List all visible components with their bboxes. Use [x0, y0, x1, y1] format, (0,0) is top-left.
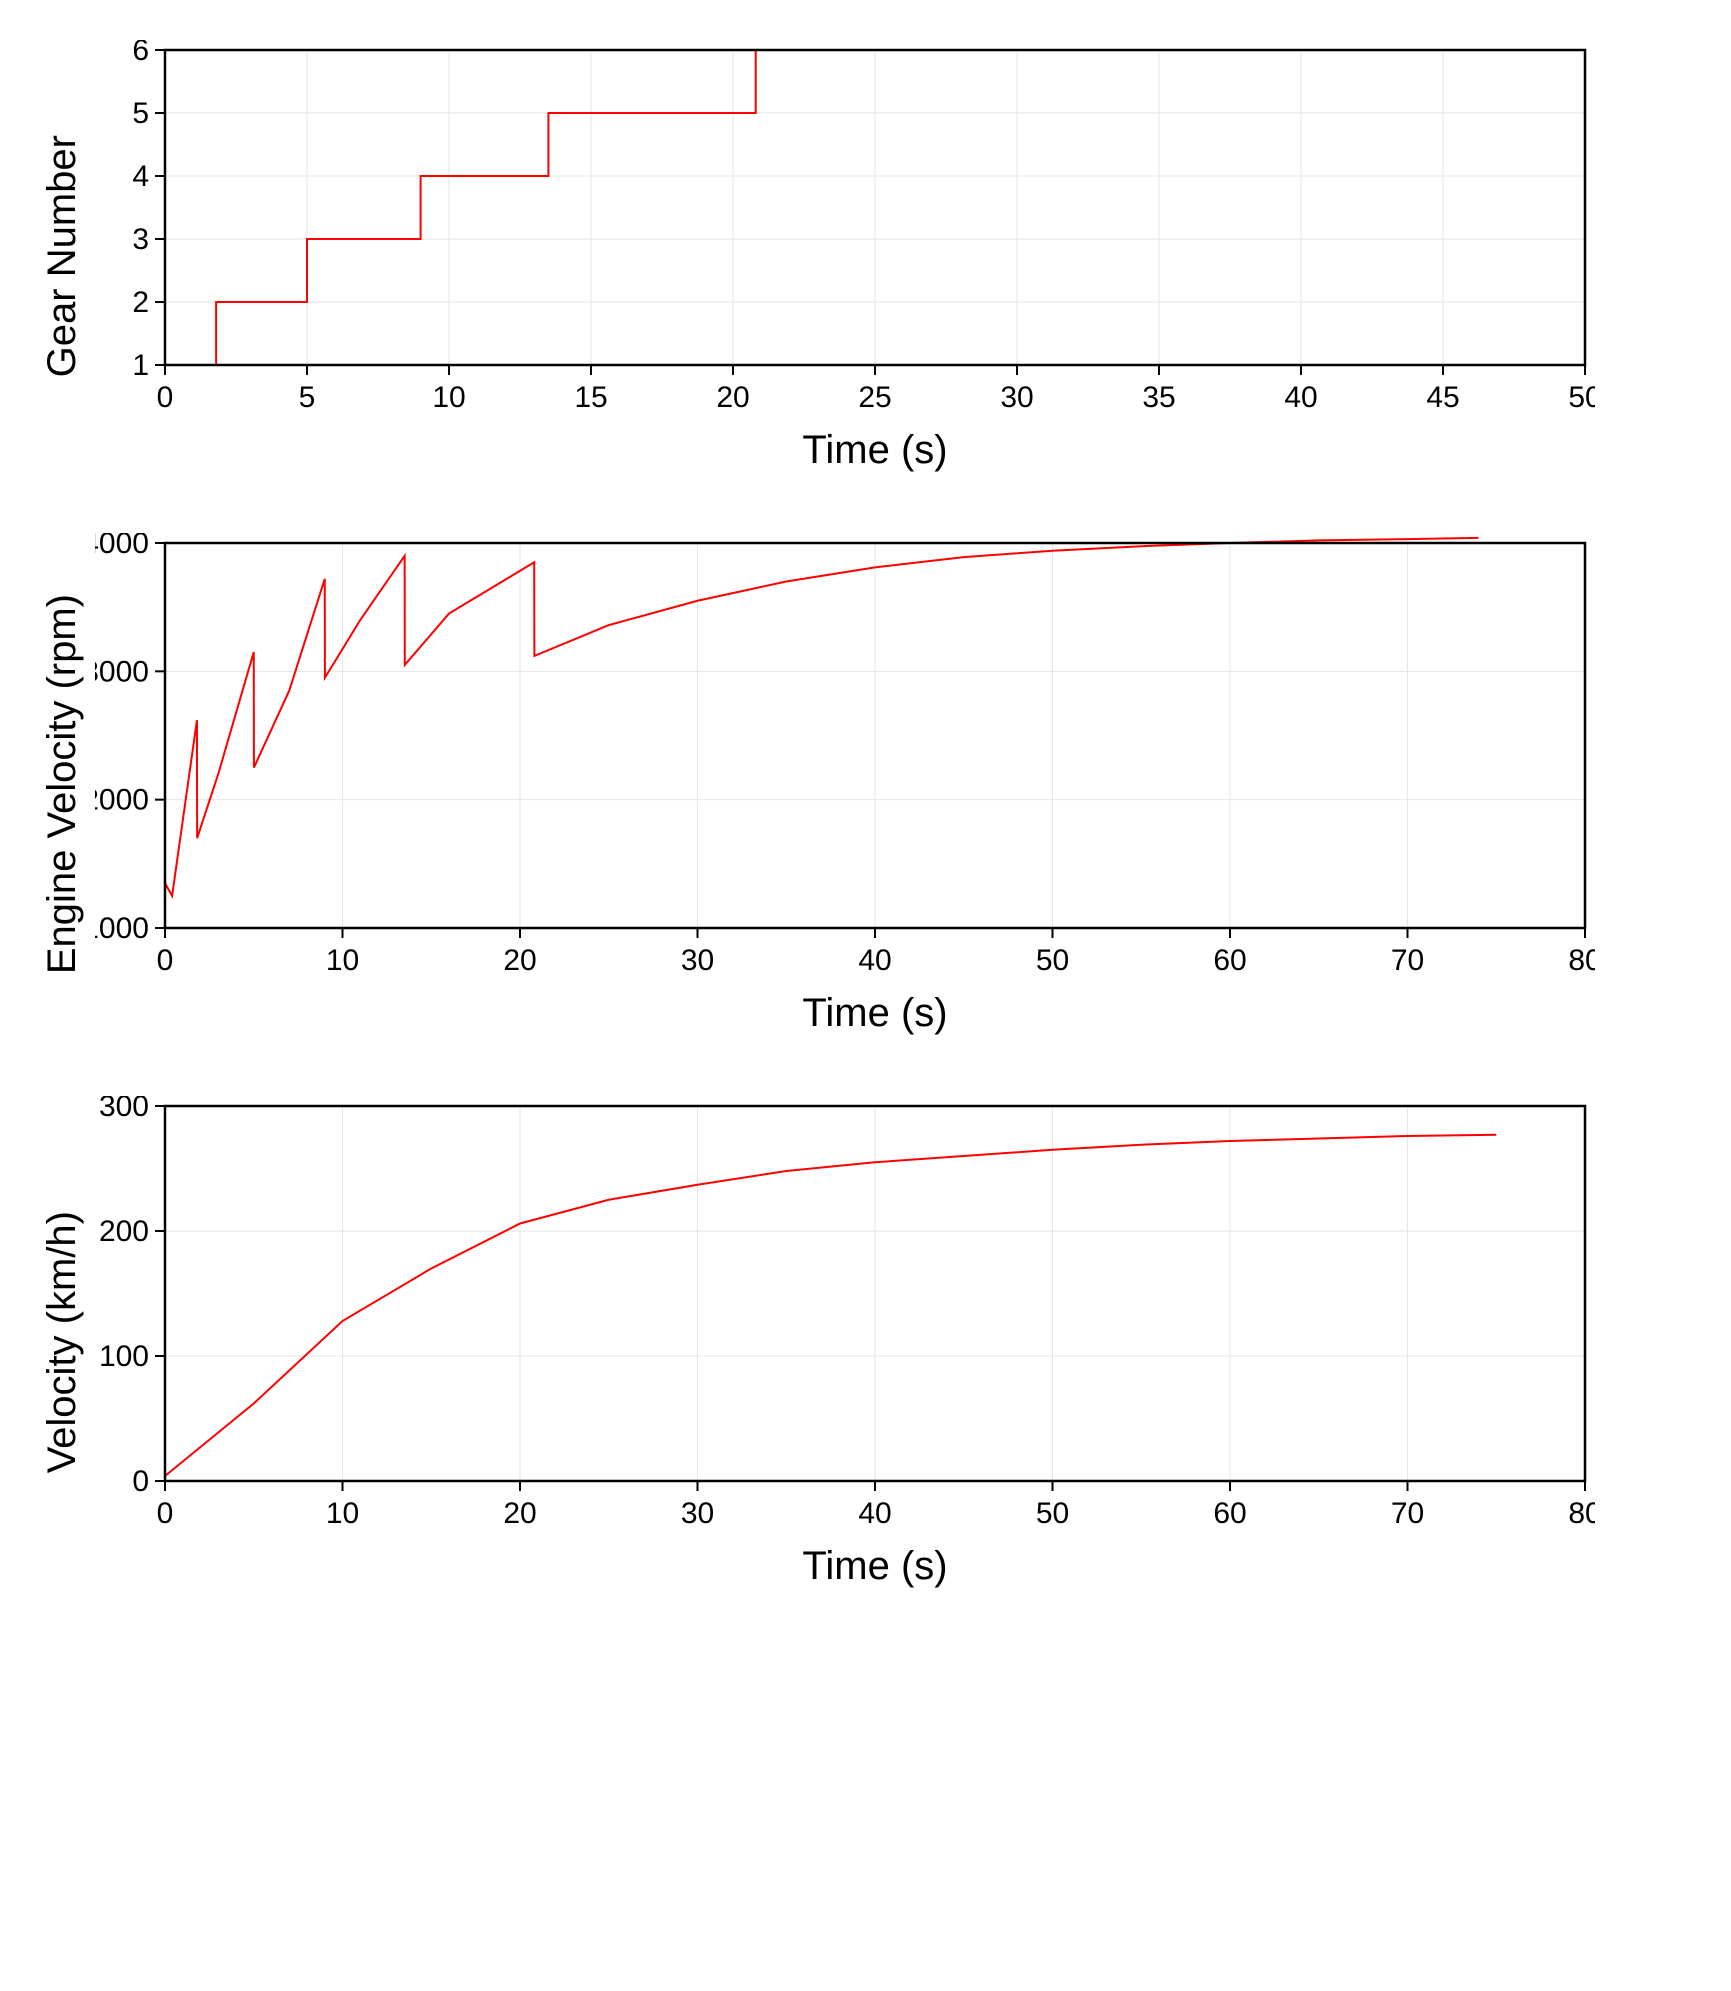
svg-text:3: 3 — [132, 223, 149, 256]
svg-text:5: 5 — [299, 381, 316, 414]
svg-text:6: 6 — [132, 40, 149, 67]
velocity-ylabel: Velocity (km/h) — [40, 1211, 85, 1473]
svg-text:0: 0 — [157, 944, 174, 977]
ticks: 05101520253035404550123456 — [132, 40, 1595, 414]
rpm-xlabel: Time (s) — [165, 991, 1585, 1036]
svg-text:30: 30 — [681, 944, 714, 977]
gear-xlabel: Time (s) — [165, 428, 1585, 473]
svg-text:80: 80 — [1568, 944, 1595, 977]
grid — [165, 50, 1585, 365]
ticks: 0 10 20 30 40 50 60 70 80 1000 2000 3000 4000 — [95, 533, 1595, 977]
svg-text:0: 0 — [157, 381, 174, 414]
svg-text:30: 30 — [681, 1497, 714, 1530]
svg-text:60: 60 — [1213, 1497, 1246, 1530]
svg-text:1000: 1000 — [95, 912, 149, 945]
rpm-series — [165, 538, 1479, 896]
figure: Gear Number 05101520253035404550123456 T… — [40, 40, 1691, 1589]
svg-text:4: 4 — [132, 160, 149, 193]
rpm-panel: Engine Velocity (rpm) 0 10 20 30 40 50 60 70 80 1… — [40, 533, 1691, 1036]
gear-plot: 05101520253035404550123456 — [95, 40, 1595, 420]
svg-text:10: 10 — [326, 1497, 359, 1530]
svg-text:1: 1 — [132, 349, 149, 382]
svg-text:5: 5 — [132, 97, 149, 130]
svg-text:10: 10 — [326, 944, 359, 977]
velocity-panel: Velocity (km/h) 0 10 20 30 40 50 60 70 80 0 100 200… — [40, 1096, 1691, 1589]
svg-text:40: 40 — [858, 944, 891, 977]
svg-text:25: 25 — [858, 381, 891, 414]
svg-text:0: 0 — [157, 1497, 174, 1530]
svg-text:80: 80 — [1568, 1497, 1595, 1530]
svg-text:50: 50 — [1036, 1497, 1069, 1530]
svg-text:2000: 2000 — [95, 784, 149, 817]
svg-text:10: 10 — [432, 381, 465, 414]
svg-text:60: 60 — [1213, 944, 1246, 977]
svg-text:20: 20 — [503, 1497, 536, 1530]
gear-panel: Gear Number 05101520253035404550123456 T… — [40, 40, 1691, 473]
grid — [165, 543, 1585, 928]
svg-text:4000: 4000 — [95, 533, 149, 560]
svg-text:70: 70 — [1391, 944, 1424, 977]
svg-text:40: 40 — [858, 1497, 891, 1530]
svg-text:2: 2 — [132, 286, 149, 319]
svg-text:15: 15 — [574, 381, 607, 414]
velocity-plot: 0 10 20 30 40 50 60 70 80 0 100 200 300 — [95, 1096, 1595, 1536]
svg-text:50: 50 — [1036, 944, 1069, 977]
svg-text:20: 20 — [503, 944, 536, 977]
svg-text:200: 200 — [99, 1215, 149, 1248]
svg-text:0: 0 — [132, 1465, 149, 1498]
svg-text:30: 30 — [1000, 381, 1033, 414]
velocity-xlabel: Time (s) — [165, 1544, 1585, 1589]
svg-text:300: 300 — [99, 1096, 149, 1123]
svg-text:50: 50 — [1568, 381, 1595, 414]
svg-text:100: 100 — [99, 1340, 149, 1373]
gear-ylabel: Gear Number — [40, 135, 85, 377]
rpm-ylabel: Engine Velocity (rpm) — [40, 594, 85, 974]
svg-text:45: 45 — [1426, 381, 1459, 414]
svg-text:70: 70 — [1391, 1497, 1424, 1530]
ticks: 0 10 20 30 40 50 60 70 80 0 100 200 300 — [99, 1096, 1595, 1530]
svg-text:35: 35 — [1142, 381, 1175, 414]
velocity-series — [165, 1135, 1496, 1476]
svg-text:20: 20 — [716, 381, 749, 414]
rpm-plot: 0 10 20 30 40 50 60 70 80 1000 2000 3000 4000 — [95, 533, 1595, 983]
svg-text:40: 40 — [1284, 381, 1317, 414]
svg-text:3000: 3000 — [95, 655, 149, 688]
